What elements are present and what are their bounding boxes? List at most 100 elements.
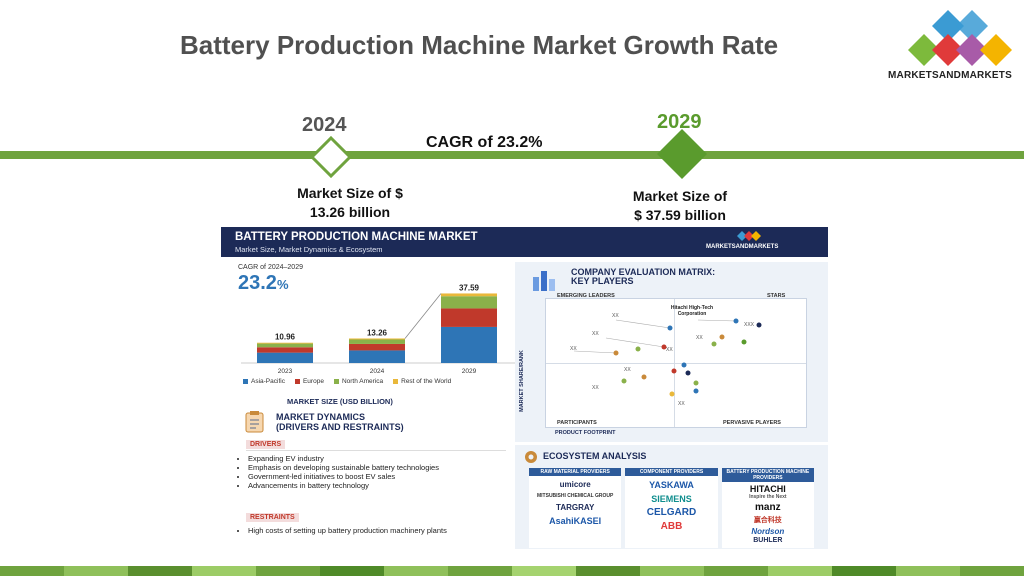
cagr-unit: % — [276, 277, 289, 292]
brand-celgard: CELGARD — [646, 507, 697, 518]
legend-label: Rest of the World — [401, 378, 452, 385]
svg-text:XX: XX — [624, 367, 631, 373]
brand-hitachi: HITACHI — [749, 484, 786, 494]
bar-segment-rest-of-the-world-2023 — [257, 342, 313, 344]
chart-legend: Asia-Pacific Europe North America Rest of t… — [243, 378, 451, 385]
bar-segment-asia-pacific-2023 — [257, 352, 313, 363]
bar-segment-north-america-2029 — [441, 296, 497, 309]
start-marker-icon — [310, 136, 352, 178]
cagr-big-value: 23.2% — [238, 272, 289, 295]
end-market-size: Market Size of $ 37.59 billion — [600, 187, 760, 225]
brand-umicore: umicore — [559, 480, 591, 489]
brand-logo — [900, 8, 1020, 68]
bar-segment-asia-pacific-2024 — [349, 350, 405, 363]
ecosystem-section: ECOSYSTEM ANALYSIS RAW MATERIAL PROVIDER… — [515, 445, 828, 549]
brand-yaskawa: YASKAWA — [649, 480, 694, 490]
matrix-section: COMPANY EVALUATION MATRIX: KEY PLAYERS — [515, 262, 828, 442]
chart-caption: MARKET SIZE (USD BILLION) — [287, 397, 393, 406]
legend-item: North America — [333, 378, 384, 385]
bar-segment-europe-2024 — [349, 343, 405, 351]
cagr-period-label: CAGR of 2024–2029 — [238, 264, 303, 271]
legend-swatch — [393, 379, 399, 384]
end-size-line1: Market Size of — [632, 188, 728, 204]
infographic-logo-icon — [737, 231, 761, 241]
eco-head-machine: BATTERY PRODUCTION MACHINE PROVIDERS — [721, 468, 814, 482]
matrix-highlight-label: Hitachi High-Tech Corporation — [670, 305, 714, 317]
clipboard-icon — [245, 411, 264, 433]
driver-item: Expanding EV industry — [248, 454, 508, 463]
legend-label: North America — [341, 378, 384, 385]
legend-item: Rest of the World — [393, 378, 451, 385]
end-marker-icon — [657, 129, 707, 179]
driver-item: Advancements in battery technology — [248, 481, 508, 490]
brand-asahikasei: AsahiKASEI — [549, 516, 602, 526]
bar-segment-asia-pacific-2029 — [441, 326, 497, 363]
matrix-emerging-label: EMERGING LEADERS — [557, 293, 615, 299]
start-size-line2: 13.26 billion — [309, 204, 391, 220]
matrix-yaxis-label: MARKET SHARE/RANK — [518, 350, 525, 412]
cagr-label: CAGR of 23.2% — [426, 134, 543, 151]
matrix-participants-label: PARTICIPANTS — [557, 420, 597, 426]
matrix-grid: XX XX XX XX XXX XX XX XX XX Hitachi High… — [545, 298, 807, 428]
matrix-points: XX XX XX XX XXX XX XX XX XX — [570, 313, 762, 407]
matrix-xaxis-label: PRODUCT FOOTPRINT — [555, 430, 616, 436]
brand-buhler: BUHLER — [753, 537, 783, 544]
legend-swatch — [294, 379, 300, 384]
brand-abb: ABB — [660, 521, 683, 532]
bar-segment-north-america-2024 — [349, 339, 405, 344]
brand-mitsubishi: MITSUBISHI CHEMICAL GROUP — [537, 493, 614, 499]
ecosystem-columns: RAW MATERIAL PROVIDERS umicore MITSUBISH… — [529, 468, 814, 548]
eco-head-raw: RAW MATERIAL PROVIDERS — [529, 468, 622, 476]
eco-head-component: COMPONENT PROVIDERS — [625, 468, 718, 476]
bottom-stripe — [0, 566, 1024, 576]
brand-yinghe: 赢合科技 — [753, 517, 782, 524]
infographic-subtitle: Market Size, Market Dynamics & Ecosystem — [235, 245, 383, 254]
legend-item: Asia-Pacific — [243, 378, 285, 385]
brand-siemens: SIEMENS — [651, 494, 692, 504]
bar-segment-rest-of-the-world-2029 — [441, 293, 497, 297]
legend-swatch — [333, 379, 339, 384]
dynamics-title-2: (DRIVERS AND RESTRAINTS) — [276, 422, 404, 432]
infographic-title: BATTERY PRODUCTION MACHINE MARKET — [235, 231, 478, 243]
x-tick-label: 2023 — [278, 368, 293, 375]
bar-segment-europe-2029 — [441, 308, 497, 327]
gear-icon — [525, 451, 537, 463]
infographic-header: BATTERY PRODUCTION MACHINE MARKET Market… — [221, 227, 828, 257]
ecosystem-title: ECOSYSTEM ANALYSIS — [543, 451, 647, 461]
infographic-panel: BATTERY PRODUCTION MACHINE MARKET Market… — [221, 227, 828, 549]
matrix-title-1: COMPANY EVALUATION MATRIX: — [571, 267, 716, 277]
matrix-pervasive-label: PERVASIVE PLAYERS — [723, 420, 781, 426]
matrix-title-2: KEY PLAYERS — [571, 276, 634, 286]
eco-column-machine: BATTERY PRODUCTION MACHINE PROVIDERS HIT… — [721, 468, 814, 548]
driver-item: Government-led initiatives to boost EV s… — [248, 472, 508, 481]
driver-item: Emphasis on developing sustainable batte… — [248, 463, 508, 472]
bar-segment-rest-of-the-world-2024 — [349, 338, 405, 340]
x-tick-label: 2024 — [370, 368, 385, 375]
logo-text: MARKETSANDMARKETS — [888, 70, 1012, 81]
x-tick-label: 2029 — [462, 368, 477, 375]
timeline-bar — [0, 151, 1024, 159]
bar-total-label: 13.26 — [367, 328, 388, 337]
svg-text:XX: XX — [696, 335, 703, 341]
end-size-line2: $ 37.59 billion — [634, 207, 726, 223]
legend-swatch — [243, 379, 248, 384]
brand-nordson: Nordson — [751, 527, 785, 536]
brand-manz: manz — [755, 502, 781, 513]
logo-icon — [908, 10, 1012, 66]
svg-text:XX: XX — [592, 385, 599, 391]
infographic-logo-text: MARKETSANDMARKETS — [706, 244, 779, 250]
bar-segment-europe-2023 — [257, 347, 313, 353]
start-year: 2024 — [302, 114, 347, 136]
svg-text:XX: XX — [570, 346, 577, 352]
svg-text:XXX: XXX — [744, 322, 755, 328]
growth-trend-line — [404, 293, 442, 339]
drivers-divider — [246, 450, 506, 451]
svg-text:XX: XX — [666, 347, 673, 353]
bar-total-label: 10.96 — [275, 333, 296, 342]
drivers-label: DRIVERS — [246, 440, 286, 449]
dynamics-title-1: MARKET DYNAMICS — [276, 412, 365, 422]
restraints-list: High costs of setting up battery product… — [234, 526, 508, 535]
drivers-list: Expanding EV industryEmphasis on develop… — [234, 454, 508, 490]
bar-total-label: 37.59 — [459, 283, 480, 292]
matrix-hline — [546, 363, 806, 364]
